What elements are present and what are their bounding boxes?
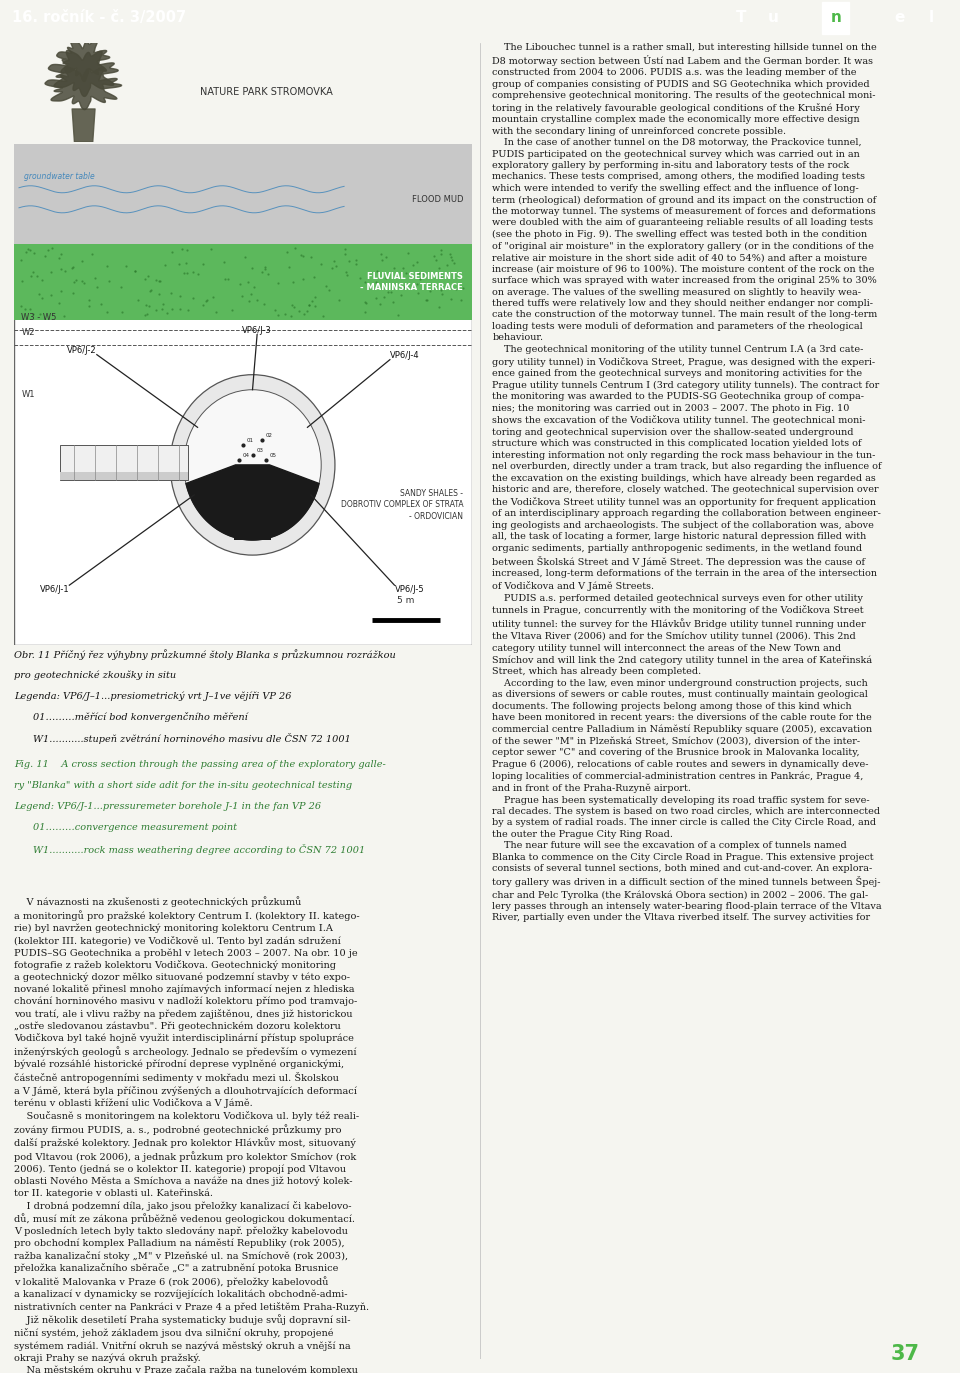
- Bar: [14, 144, 472, 244]
- Text: pro geotechnické zkoušky in situ: pro geotechnické zkoušky in situ: [14, 670, 177, 680]
- Text: W3 - W5: W3 - W5: [21, 313, 57, 323]
- Text: Obr. 11 Příčný řez výhybny průzkumné štoly Blanka s průzkumnou rozrážkou: Obr. 11 Příčný řez výhybny průzkumné što…: [14, 649, 396, 660]
- Text: ry "Blanka" with a short side adit for the in-situ geotechnical testing: ry "Blanka" with a short side adit for t…: [14, 781, 352, 789]
- Text: VP6/J-2: VP6/J-2: [67, 346, 97, 354]
- Text: 04: 04: [243, 453, 250, 459]
- Polygon shape: [48, 51, 118, 96]
- Text: FLUVIAL SEDIMENTS
- MANINSKA TERRACE: FLUVIAL SEDIMENTS - MANINSKA TERRACE: [360, 272, 463, 292]
- Polygon shape: [57, 38, 109, 81]
- Text: 16. ročník - č. 3/2007: 16. ročník - č. 3/2007: [12, 11, 185, 25]
- Text: 37: 37: [890, 1344, 920, 1363]
- Circle shape: [170, 375, 335, 555]
- Text: NATURE PARK STROMOVKA: NATURE PARK STROMOVKA: [200, 86, 332, 97]
- Text: 5 m: 5 m: [397, 596, 415, 605]
- Polygon shape: [45, 67, 122, 110]
- Text: W1: W1: [21, 390, 35, 400]
- Text: 01………convergence measurement point: 01………convergence measurement point: [33, 822, 237, 832]
- Text: The Libouchec tunnel is a rather small, but interesting hillside tunnel on the
D: The Libouchec tunnel is a rather small, …: [492, 43, 882, 923]
- Bar: [234, 520, 271, 540]
- Bar: [60, 472, 188, 481]
- Text: FLOOD MUD: FLOOD MUD: [412, 195, 463, 203]
- Text: Legend: VP6/J-1...pressuremeter borehole J-1 in the fan VP 26: Legend: VP6/J-1...pressuremeter borehole…: [14, 802, 322, 811]
- Bar: [822, 1, 849, 34]
- Text: n: n: [830, 11, 842, 25]
- Text: VP6/J-1: VP6/J-1: [39, 585, 69, 595]
- Polygon shape: [186, 465, 319, 540]
- Text: T: T: [736, 11, 746, 25]
- Text: Legenda: VP6/J–1...presiometrický vrt J–1ve vějíři VP 26: Legenda: VP6/J–1...presiometrický vrt J–…: [14, 691, 292, 700]
- Text: W1...........stupeň zvětrání horninového masivu dle ČSN 72 1001: W1...........stupeň zvětrání horninového…: [33, 733, 350, 744]
- Text: SANDY SHALES -
DOBROTIV COMPLEX OF STRATA
- ORDOVICIAN: SANDY SHALES - DOBROTIV COMPLEX OF STRAT…: [341, 489, 463, 520]
- Text: VP6/J-3: VP6/J-3: [242, 325, 272, 335]
- Text: 03: 03: [256, 449, 263, 453]
- Text: W1...........rock mass weathering degree according to ČSN 72 1001: W1...........rock mass weathering degree…: [33, 844, 365, 854]
- Text: e: e: [895, 11, 904, 25]
- Text: Fig. 11    A cross section through the passing area of the exploratory galle-: Fig. 11 A cross section through the pass…: [14, 761, 386, 769]
- Text: V návaznosti na zkušenosti z geotechnických průzkumů
a monitoringů pro pražské k: V návaznosti na zkušenosti z geotechnick…: [14, 897, 370, 1373]
- Text: groundwater table: groundwater table: [24, 172, 94, 181]
- Text: VP6/J-4: VP6/J-4: [390, 350, 420, 360]
- Text: 02: 02: [265, 434, 273, 438]
- Text: l: l: [928, 11, 934, 25]
- Text: 01: 01: [247, 438, 254, 443]
- Bar: [14, 244, 472, 320]
- Text: VP6/J-5: VP6/J-5: [395, 585, 424, 595]
- Text: 01………měřící bod konvergenčního měření: 01………měřící bod konvergenčního měření: [33, 713, 248, 722]
- Circle shape: [183, 390, 322, 540]
- Bar: [60, 445, 188, 481]
- Text: W2: W2: [21, 328, 35, 338]
- Text: u: u: [767, 11, 779, 25]
- Text: 05: 05: [270, 453, 276, 459]
